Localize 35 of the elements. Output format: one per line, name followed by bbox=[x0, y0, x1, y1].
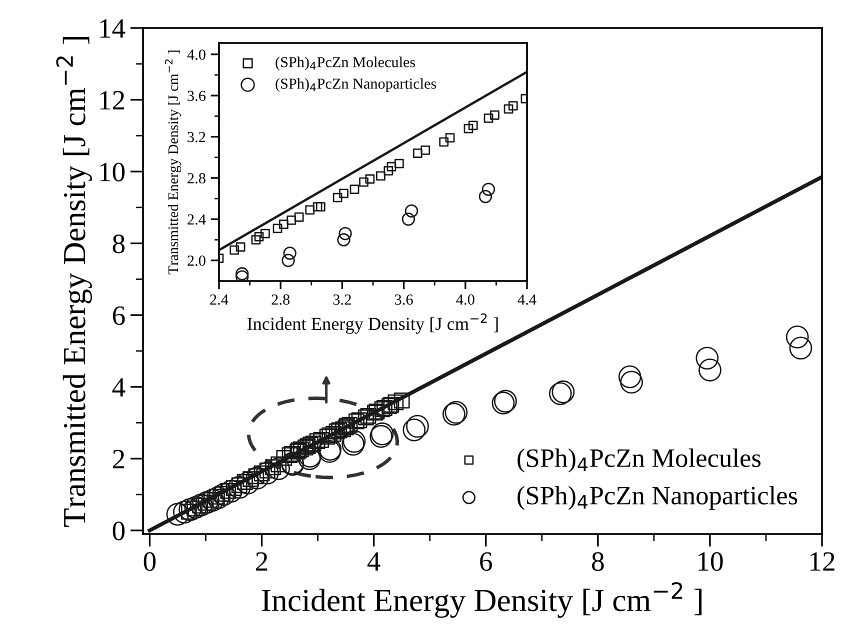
y-tick-label: 0 bbox=[112, 522, 125, 540]
legend-label: (SPh)$_{4}$PcZn Molecules bbox=[518, 448, 761, 472]
x-tick-label: 4.0 bbox=[456, 294, 474, 305]
y-tick-label: 2.8 bbox=[188, 173, 206, 184]
y-tick-label: 4.0 bbox=[187, 49, 206, 60]
legend-label: (SPh)$_{4}$PcZn Molecules bbox=[276, 56, 416, 70]
y-axis-title: Transmitted Energy Density [J cm$^{−2}$ ] bbox=[56, 37, 92, 527]
y-tick-label: 12 bbox=[100, 91, 124, 110]
x-axis-title: Incident Energy Density [J cm$^{−2}$ ] bbox=[262, 582, 702, 618]
x-tick-label: 3.2 bbox=[333, 294, 351, 305]
x-tick-label: 6 bbox=[480, 552, 492, 571]
x-tick-label: 12 bbox=[810, 552, 834, 571]
y-tick-label: 4 bbox=[112, 378, 126, 397]
x-axis-title: Incident Energy Density [J cm$^{−2}$ ] bbox=[247, 313, 498, 334]
y-tick-label: 10 bbox=[100, 162, 125, 182]
y-tick-label: 2 bbox=[112, 450, 124, 468]
legend-label: (SPh)$_{4}$PcZn Nanoparticles bbox=[518, 486, 798, 510]
x-tick-label: 4 bbox=[367, 552, 380, 571]
x-tick-label: 4.4 bbox=[518, 294, 536, 305]
y-tick-label: 3.6 bbox=[188, 90, 206, 102]
y-axis-title: Transmitted Energy Density [J cm$^{−2}$ ] bbox=[164, 50, 182, 274]
legend-label: (SPh)$_{4}$PcZn Nanoparticles bbox=[276, 78, 436, 92]
x-tick-label: 0 bbox=[144, 552, 156, 571]
y-tick-label: 2.4 bbox=[188, 214, 206, 225]
y-tick-label: 2.0 bbox=[188, 256, 206, 266]
y-tick-label: 3.2 bbox=[188, 132, 206, 142]
x-tick-label: 2 bbox=[256, 552, 268, 571]
x-tick-label: 2.8 bbox=[272, 294, 290, 305]
x-tick-label: 3.6 bbox=[394, 294, 413, 305]
y-tick-label: 14 bbox=[100, 19, 126, 38]
x-tick-label: 10 bbox=[698, 552, 723, 571]
y-tick-label: 8 bbox=[112, 234, 125, 254]
x-tick-label: 8 bbox=[592, 552, 604, 571]
y-tick-label: 6 bbox=[112, 306, 125, 326]
x-tick-label: 2.4 bbox=[210, 294, 228, 305]
